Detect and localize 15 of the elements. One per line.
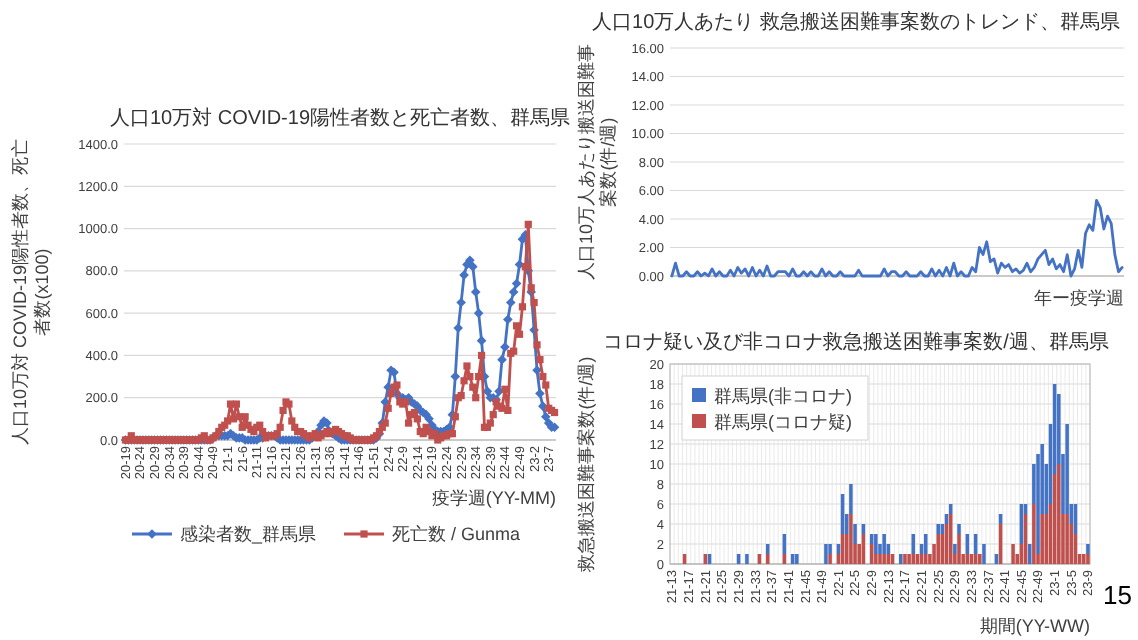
legend-label: 群馬県(非コロナ) (714, 386, 852, 406)
y-axis-title: 救急搬送困難事案数(件/週) (576, 356, 596, 574)
y-axis-title: 人口10万人あたり搬送困難事案数(件/週) (576, 43, 618, 281)
chart-title: 人口10万対 COVID-19陽性者数と死亡者数、群馬県 (109, 106, 571, 130)
legend-label: 死亡数 / Gunma (392, 524, 521, 544)
chart-title: コロナ疑い及び非コロナ救急搬送困難事案数/週、群馬県 (603, 330, 1109, 354)
legend-label: 群馬県(コロナ疑) (714, 412, 852, 432)
x-axis-title: 年ー疫学週 (1034, 288, 1124, 308)
y-axis-title: 人口10万対 COVID-19陽性者数、死亡者数(x100) (10, 138, 52, 446)
x-axis-title: 疫学週(YY-MM) (431, 488, 556, 508)
line-series (670, 199, 1124, 278)
legend-label: 感染者数_群馬県 (179, 524, 316, 544)
text: 15 (1103, 580, 1132, 610)
x-axis-title: 期間(YY-WW) (979, 616, 1090, 636)
chart-title: 人口10万人あたり 救急搬送困難事案数のトレンド、群馬県 (592, 10, 1120, 34)
